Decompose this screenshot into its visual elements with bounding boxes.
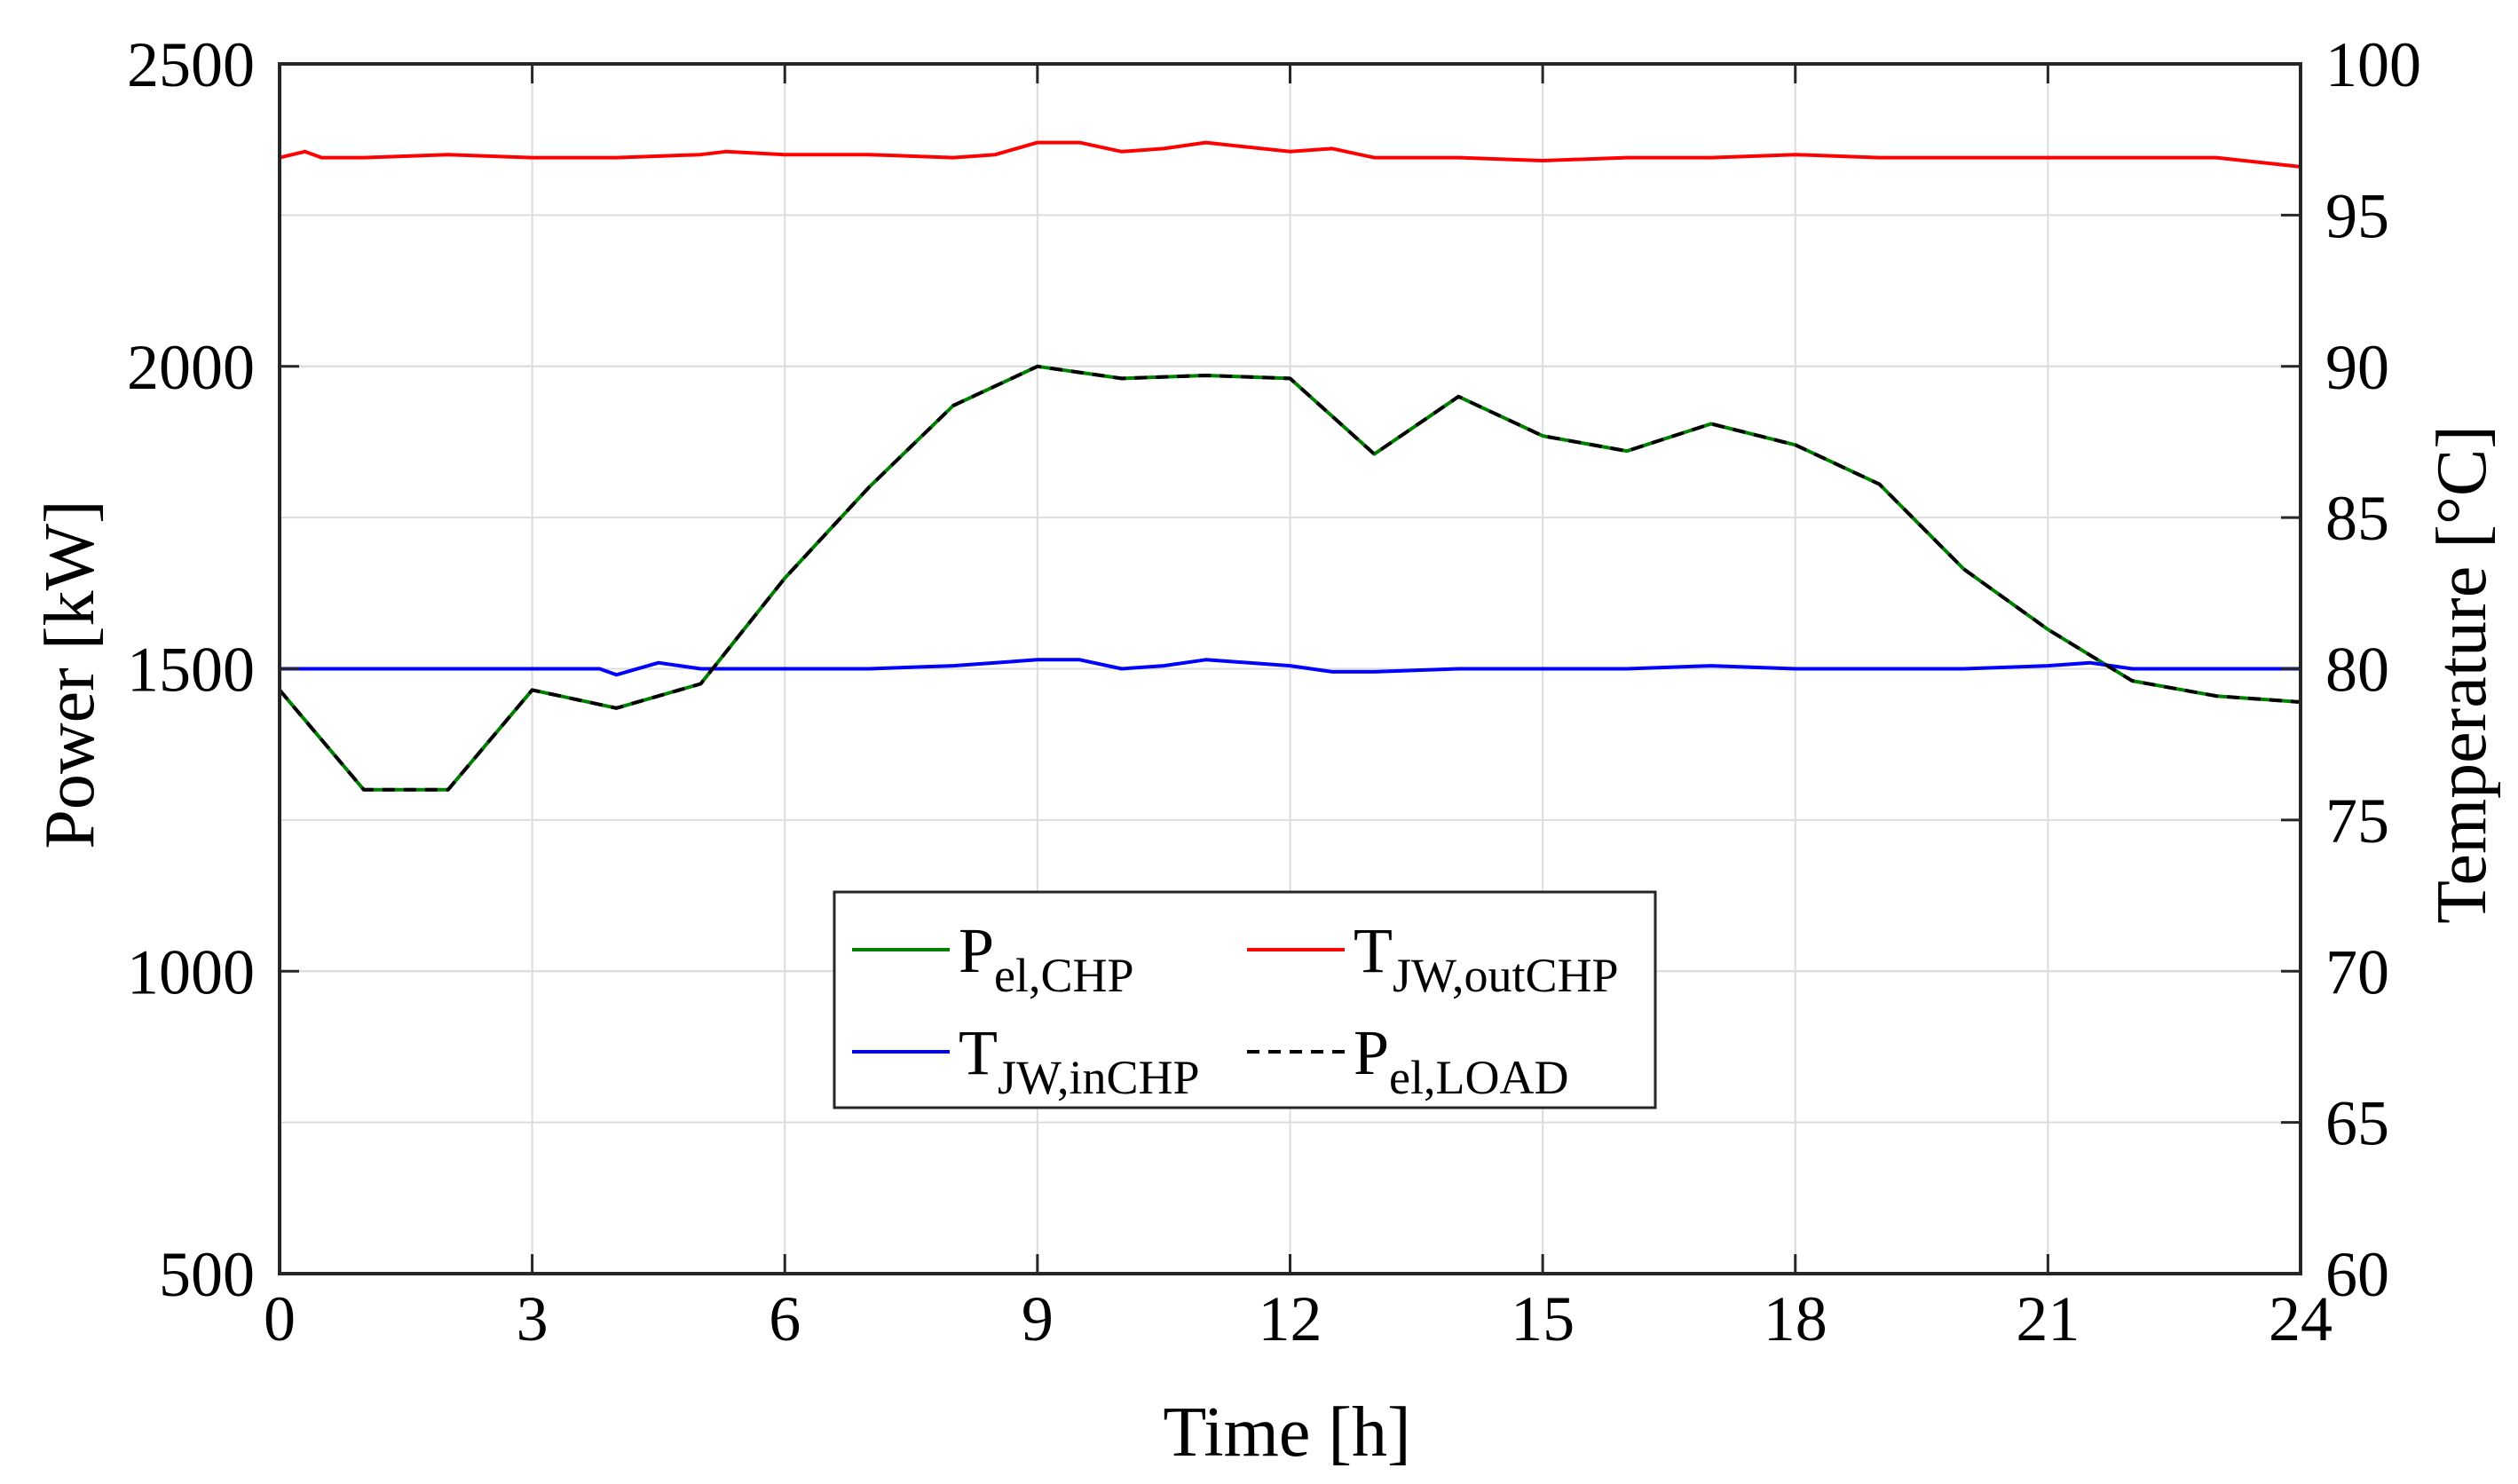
- legend-label-subscript: JW,outCHP: [1393, 949, 1619, 1002]
- y-right-tick-label: 60: [2325, 1239, 2389, 1310]
- legend-label-1: TJW,outCHP: [1354, 915, 1619, 1002]
- series-line-2: [280, 658, 2301, 677]
- legend-label-subscript: el,LOAD: [1389, 1051, 1568, 1104]
- x-tick-label: 15: [1511, 1283, 1575, 1354]
- x-tick-label: 3: [517, 1283, 549, 1354]
- y-left-tick-label: 1500: [127, 635, 255, 706]
- y-left-tick-label: 2000: [127, 332, 255, 403]
- legend-label-main: T: [1354, 915, 1393, 986]
- x-tick-label: 9: [1022, 1283, 1054, 1354]
- legend-label-main: T: [959, 1017, 998, 1088]
- x-tick-label: 24: [2269, 1283, 2333, 1354]
- y-right-tick-label: 75: [2325, 785, 2389, 856]
- legend-label-subscript: JW,inCHP: [998, 1051, 1200, 1104]
- series-line-3: [278, 364, 2301, 792]
- y-axis-right-label: Temperature [°C]: [2423, 425, 2501, 924]
- legend-box: [833, 890, 1657, 1109]
- ticks: 0 3 6 9 12 15 18 21 24 500 1000 1500 2000 2500 60 65 70 7…: [127, 29, 2421, 1354]
- x-tick-label: 6: [769, 1283, 801, 1354]
- y-right-tick-label: 100: [2325, 29, 2421, 100]
- x-tick-label: 12: [1259, 1283, 1322, 1354]
- x-axis-label: Time [h]: [1163, 1393, 1410, 1472]
- y-left-tick-label: 2500: [127, 29, 255, 100]
- y-left-tick-label: 1000: [127, 936, 255, 1007]
- x-tick-label: 18: [1764, 1283, 1827, 1354]
- legend-label-0: Pel,CHP: [959, 915, 1134, 1002]
- legend-label-3: Pel,LOAD: [1354, 1017, 1569, 1104]
- legend-label-main: P: [959, 915, 994, 986]
- y-right-tick-label: 95: [2325, 180, 2389, 251]
- legend-label-2: TJW,inCHP: [959, 1017, 1200, 1104]
- x-tick-label: 21: [2016, 1283, 2080, 1354]
- y-right-tick-label: 90: [2325, 332, 2389, 403]
- series-line-1: [279, 140, 2301, 169]
- y-right-tick-label: 65: [2325, 1088, 2389, 1159]
- y-left-tick-label: 500: [159, 1239, 255, 1310]
- y-axis-left-label: Power [kW]: [31, 500, 109, 849]
- y-right-tick-label: 80: [2325, 635, 2389, 706]
- legend-label-subscript: el,CHP: [994, 949, 1134, 1002]
- legend-label-main: P: [1354, 1017, 1389, 1088]
- y-right-tick-label: 70: [2325, 936, 2389, 1007]
- series-layer: [278, 140, 2301, 792]
- x-tick-label: 0: [264, 1283, 296, 1354]
- y-right-tick-label: 85: [2325, 483, 2389, 554]
